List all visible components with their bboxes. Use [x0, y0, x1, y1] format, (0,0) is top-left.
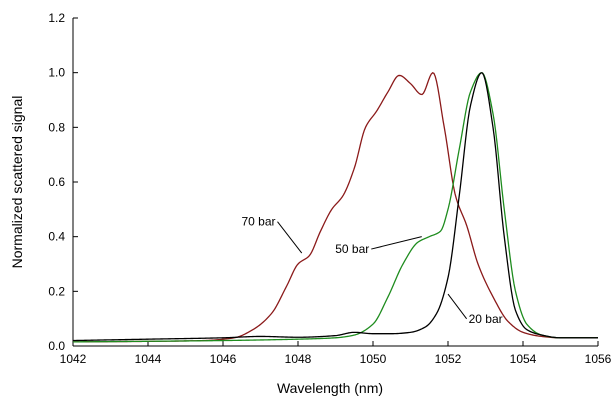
annotation-leader-50-bar — [371, 236, 422, 250]
plot-area: 0.00.20.40.60.81.01.2 1042 1044 1046 1048 10… — [48, 11, 611, 366]
x-tick-label: 1050 — [360, 352, 387, 366]
annotation-leader-20-bar — [447, 293, 468, 320]
series-line-70-bar — [72, 71, 598, 343]
x-tick-label: 1052 — [435, 352, 462, 366]
x-ticks: 1042 1044 1046 1048 1050 1052 1054 1056 — [60, 341, 611, 366]
x-tick-label: 1044 — [135, 352, 162, 366]
annotation-label-50-bar: 50 bar — [335, 242, 369, 256]
series-layer — [72, 71, 598, 343]
y-tick-label: 0.8 — [48, 120, 65, 134]
annotation-leader-70-bar — [277, 221, 303, 254]
y-tick-label: 0.2 — [48, 284, 65, 298]
y-tick-label: 0.0 — [48, 339, 65, 353]
series-line-20-bar — [72, 72, 598, 342]
y-tick-label: 1.2 — [48, 11, 65, 25]
x-axis-title: Wavelength (nm) — [277, 380, 383, 396]
x-tick-label: 1042 — [60, 352, 87, 366]
annotation-label-70-bar: 70 bar — [241, 215, 275, 229]
x-tick-label: 1048 — [285, 352, 312, 366]
y-axis-title: Normalized scattered signal — [9, 96, 25, 269]
series-line-50-bar — [72, 72, 598, 343]
y-tick-label: 1.0 — [48, 66, 65, 80]
y-tick-label: 0.4 — [48, 230, 65, 244]
x-tick-label: 1054 — [510, 352, 537, 366]
annotation-label-20-bar: 20 bar — [469, 312, 503, 326]
y-ticks: 0.0 0.2 0.4 0.6 0.8 1.0 1.2 — [48, 11, 78, 353]
x-tick-label: 1046 — [210, 352, 237, 366]
x-tick-label: 1056 — [585, 352, 611, 366]
annotations: 70 bar 50 bar 20 bar — [241, 215, 502, 326]
y-tick-label: 0.6 — [48, 175, 65, 189]
